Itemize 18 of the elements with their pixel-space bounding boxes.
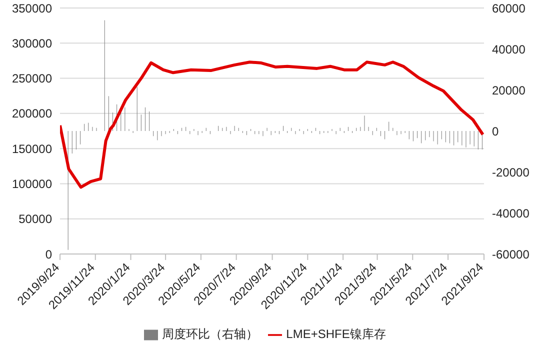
y-tick-label: 200000 xyxy=(12,106,52,121)
line-series xyxy=(60,60,484,189)
y-tick-label: 250000 xyxy=(12,72,52,86)
y-tick-label: 350000 xyxy=(12,1,52,16)
y2-tick-label: 20000 xyxy=(492,83,526,98)
y2-tick-label: 60000 xyxy=(492,1,526,16)
y-tick-label: 150000 xyxy=(12,142,52,156)
y2-tick-label: 40000 xyxy=(492,42,526,56)
y2-tick-label: -40000 xyxy=(492,206,530,220)
y2-tick-label: 0 xyxy=(492,124,499,138)
y-tick-label: 100000 xyxy=(12,176,52,191)
legend-label: 周度环比（右轴） xyxy=(162,327,258,341)
y2-tick-label: -20000 xyxy=(492,165,530,180)
legend-label: LME+SHFE镍库存 xyxy=(286,327,386,341)
y-tick-label: 0 xyxy=(45,247,52,262)
y2-tick-label: -60000 xyxy=(492,247,530,262)
y-tick-label: 50000 xyxy=(18,212,52,226)
y-tick-label: 300000 xyxy=(12,36,52,50)
